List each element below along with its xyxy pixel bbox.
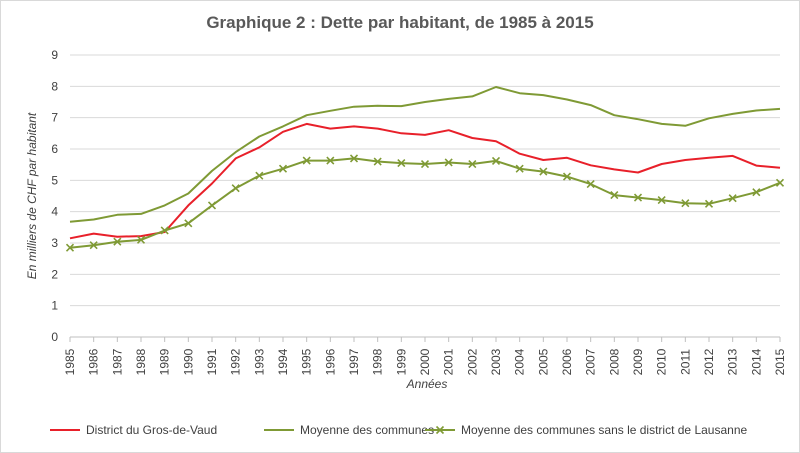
y-tick-label: 4 <box>51 205 58 219</box>
x-tick-label: 1986 <box>87 348 101 375</box>
data-point-marker <box>444 158 453 167</box>
data-point-marker <box>160 226 169 235</box>
y-tick-label: 2 <box>51 267 58 281</box>
data-point-marker <box>586 180 595 189</box>
data-point-marker <box>728 194 737 203</box>
data-point-marker <box>633 193 643 202</box>
data-point-marker <box>704 199 714 208</box>
data-point-marker <box>231 184 240 193</box>
y-axis-ticks: 0 1 2 3 4 5 6 7 8 9 <box>51 48 58 344</box>
x-tick-label: 1999 <box>394 348 408 375</box>
data-point-marker <box>184 219 193 228</box>
data-point-marker <box>681 199 690 208</box>
y-tick-label: 7 <box>51 111 58 125</box>
x-tick-label: 2013 <box>726 348 740 375</box>
data-point-marker <box>373 157 382 166</box>
y-axis-label: En milliers de CHF par habitant <box>25 112 39 279</box>
data-point-marker <box>539 167 548 176</box>
y-tick-label: 1 <box>51 299 58 313</box>
series-line <box>69 122 781 240</box>
legend-entry-label: District du Gros-de-Vaud <box>86 423 217 437</box>
y-tick-label: 9 <box>51 48 58 62</box>
x-tick-label: 2001 <box>442 348 456 375</box>
x-tick-label: 2012 <box>702 348 716 375</box>
data-point-marker <box>397 159 406 168</box>
data-point-marker <box>65 243 75 252</box>
x-tick-label: 2003 <box>489 348 503 375</box>
y-tick-label: 0 <box>51 330 58 344</box>
data-point-marker <box>468 159 477 169</box>
x-tick-label: 1988 <box>134 348 148 375</box>
data-point-marker <box>302 156 311 165</box>
chart-title: Graphique 2 : Dette par habitant, de 198… <box>206 13 593 32</box>
y-tick-label: 3 <box>51 236 58 250</box>
x-tick-label: 2000 <box>418 348 432 375</box>
data-point-marker <box>562 172 572 181</box>
y-tick-label: 6 <box>51 142 58 156</box>
legend-entry-label: Moyenne des communes sans le district de… <box>461 423 747 437</box>
x-tick-label: 1987 <box>110 348 124 375</box>
x-tick-label: 2006 <box>560 348 574 375</box>
x-tick-label: 2002 <box>465 348 479 375</box>
y-tick-label: 8 <box>51 79 58 93</box>
gridlines <box>70 54 780 307</box>
x-tick-label: 2005 <box>536 348 550 375</box>
series-lines <box>65 86 785 252</box>
data-point-marker <box>349 154 359 163</box>
x-tick-label: 1985 <box>63 348 77 375</box>
x-tick-label: 2011 <box>678 349 692 375</box>
data-point-marker <box>89 241 98 250</box>
x-tick-label: 1989 <box>158 348 172 375</box>
x-tick-label: 2014 <box>749 348 763 375</box>
data-point-marker <box>491 156 501 165</box>
series-line <box>69 86 781 223</box>
data-point-marker <box>775 178 785 187</box>
data-point-marker <box>752 188 761 197</box>
x-tick-label: 2015 <box>773 348 787 375</box>
x-tick-label: 2010 <box>655 348 669 375</box>
data-point-marker <box>515 164 524 173</box>
x-tick-label: 1990 <box>181 348 195 375</box>
data-point-marker <box>136 235 146 244</box>
data-point-marker <box>278 164 288 173</box>
x-tick-label: 1997 <box>347 348 361 375</box>
data-point-marker <box>255 171 264 180</box>
data-point-marker <box>326 156 335 165</box>
x-tick-label: 2008 <box>607 348 621 375</box>
x-tick-label: 2004 <box>513 348 527 375</box>
data-point-marker <box>420 159 430 169</box>
data-point-marker <box>113 237 122 246</box>
data-point-marker <box>207 201 217 210</box>
x-tick-label: 1998 <box>371 348 385 375</box>
x-tick-label: 1993 <box>252 348 266 375</box>
x-axis-label: Années <box>406 377 448 391</box>
legend-marker <box>435 425 445 435</box>
x-tick-label: 1994 <box>276 348 290 375</box>
y-tick-label: 5 <box>51 173 58 187</box>
data-point-marker <box>657 196 666 205</box>
x-tick-label: 2007 <box>584 348 598 375</box>
legend-entry-label: Moyenne des communes <box>300 423 434 437</box>
x-tick-label: 1995 <box>300 348 314 375</box>
x-tick-label: 1992 <box>229 348 243 375</box>
x-tick-label: 1991 <box>205 348 219 375</box>
x-axis-ticks: 1985 1986 1987 1988 1989 1990 1991 1992 1993 1994… <box>63 337 787 375</box>
x-tick-label: 2009 <box>631 348 645 375</box>
x-tick-label: 1996 <box>323 348 337 375</box>
data-point-marker <box>610 190 619 200</box>
legend: District du Gros-de-Vaud Moyenne des comm… <box>50 423 747 437</box>
series-line <box>69 157 781 249</box>
